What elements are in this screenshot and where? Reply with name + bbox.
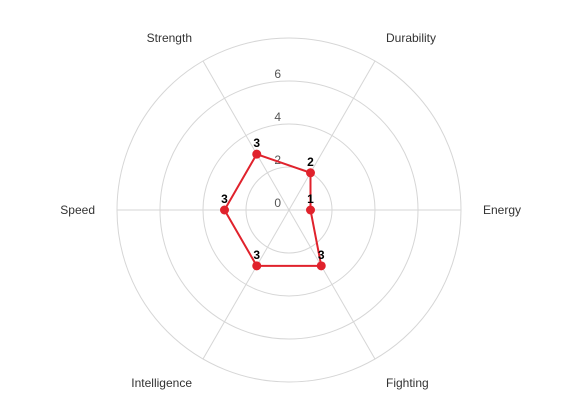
radial-tick-label: 4 xyxy=(274,110,281,124)
radial-tick-labels: 0 2 4 6 xyxy=(274,67,281,210)
grid-spoke xyxy=(288,209,376,360)
grid-layer xyxy=(116,37,462,383)
axis-label-speed: Speed xyxy=(60,203,95,217)
radial-tick-label: 6 xyxy=(274,67,281,81)
data-point-strength[interactable] xyxy=(252,149,262,159)
grid-spoke xyxy=(288,60,376,211)
axis-label-fighting: Fighting xyxy=(386,376,429,390)
axis-label-energy: Energy xyxy=(483,203,521,217)
data-point-durability[interactable] xyxy=(306,168,315,178)
data-label-intelligence: 3 xyxy=(253,248,260,262)
data-point-energy[interactable] xyxy=(306,205,315,215)
data-label-fighting: 3 xyxy=(318,248,325,262)
axis-label-strength: Strength xyxy=(147,31,192,45)
data-label-energy: 1 xyxy=(307,192,314,206)
series-layer: 2 1 3 3 3 3 xyxy=(220,136,326,271)
data-point-fighting[interactable] xyxy=(316,261,326,271)
data-label-strength: 3 xyxy=(253,136,260,150)
grid-spoke xyxy=(202,60,290,211)
axis-label-durability: Durability xyxy=(386,31,436,45)
grid-spoke xyxy=(202,209,290,360)
data-point-speed[interactable] xyxy=(220,205,229,215)
radial-tick-label: 0 xyxy=(274,196,281,210)
data-label-speed: 3 xyxy=(221,192,228,206)
axis-labels: Durability Energy Fighting Intelligence Spee… xyxy=(60,31,521,390)
data-point-intelligence[interactable] xyxy=(252,261,262,271)
axis-label-intelligence: Intelligence xyxy=(131,376,192,390)
data-label-durability: 2 xyxy=(307,155,314,169)
radial-tick-label: 2 xyxy=(274,153,281,167)
